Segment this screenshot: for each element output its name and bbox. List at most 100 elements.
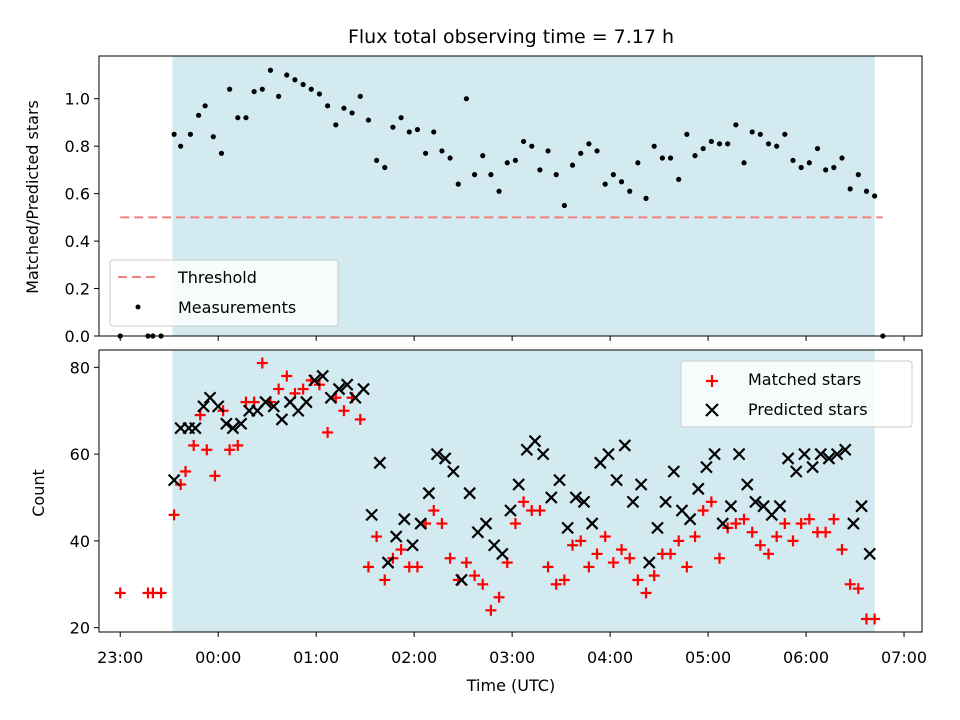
measurement-points xyxy=(117,67,886,339)
predicted-stars-points xyxy=(167,369,877,587)
measurement-point xyxy=(537,167,543,173)
measurement-point xyxy=(284,72,290,78)
measurement-point xyxy=(667,155,674,161)
measurement-point xyxy=(676,176,682,182)
matched-star-point xyxy=(665,548,677,560)
matched-star-point xyxy=(575,535,587,547)
measurement-point xyxy=(251,88,257,95)
predicted-star-point xyxy=(708,447,721,461)
measurement-point xyxy=(406,129,412,135)
measurement-point xyxy=(382,164,388,171)
y-tick-label: 0.6 xyxy=(65,185,90,204)
matched-legend-label: Matched stars xyxy=(748,370,861,389)
measurement-point xyxy=(847,186,853,192)
matched-star-point xyxy=(354,413,366,425)
matched-star-point xyxy=(371,531,383,543)
matched-star-point xyxy=(168,509,180,521)
predicted-star-point xyxy=(618,439,632,452)
predicted-star-point xyxy=(389,530,403,543)
measurement-point xyxy=(171,131,177,137)
measurement-point xyxy=(578,150,584,156)
matched-star-point xyxy=(787,535,799,547)
measurement-point xyxy=(431,129,437,135)
predicted-star-point xyxy=(700,460,713,474)
matched-star-point xyxy=(256,357,268,369)
measurement-point xyxy=(659,155,665,161)
predicted-star-point xyxy=(577,495,591,509)
matched-star-point xyxy=(795,518,807,530)
measurement-point xyxy=(798,164,804,171)
predicted-star-point xyxy=(528,434,542,448)
x-tick-label: 07:00 xyxy=(881,648,927,667)
measurement-point xyxy=(447,155,453,161)
measurement-point xyxy=(643,195,649,201)
measurement-point xyxy=(178,143,184,149)
predicted-star-point xyxy=(340,378,354,391)
predicted-star-point xyxy=(220,417,233,431)
predicted-star-point xyxy=(373,456,387,470)
matched-star-point xyxy=(297,383,309,395)
measurement-point xyxy=(855,172,861,178)
measurement-point xyxy=(774,143,780,149)
measurement-point xyxy=(692,153,698,159)
measurements-legend-swatch xyxy=(135,304,141,310)
measurement-point xyxy=(235,115,241,121)
predicted-star-point xyxy=(610,473,623,487)
matched-star-point xyxy=(509,518,521,530)
measurements-legend-label: Measurements xyxy=(178,298,296,317)
ratio-y-axis-label: Matched/Predicted stars xyxy=(23,100,42,294)
predicted-star-point xyxy=(381,556,395,569)
predicted-legend-label: Predicted stars xyxy=(748,400,868,419)
measurement-point xyxy=(725,141,731,147)
predicted-star-point xyxy=(667,465,681,478)
matched-legend-swatch xyxy=(706,375,718,387)
predicted-star-point xyxy=(749,495,762,509)
predicted-star-point xyxy=(226,421,240,435)
x-axis-label: Time (UTC) xyxy=(466,676,555,695)
predicted-star-point xyxy=(683,512,697,526)
matched-star-point xyxy=(820,526,832,538)
matched-star-point xyxy=(534,505,546,517)
measurement-point xyxy=(316,91,323,97)
measurement-point xyxy=(422,150,429,156)
matched-star-point xyxy=(444,552,456,564)
measurement-point xyxy=(749,129,755,135)
y-tick-label: 1.0 xyxy=(65,90,90,109)
measurement-point xyxy=(480,153,486,159)
predicted-star-point xyxy=(585,517,599,530)
x-tick-label: 05:00 xyxy=(685,648,731,667)
matched-star-point xyxy=(477,578,489,590)
count-x-ticks: 23:00 00:00 01:00 02:00 03:00 04:00 05:00 06:00… xyxy=(97,632,927,667)
y-tick-label: 20 xyxy=(70,619,90,638)
matched-star-point xyxy=(591,548,603,560)
matched-star-point xyxy=(616,544,628,556)
predicted-legend-swatch xyxy=(705,403,719,417)
x-tick-label: 04:00 xyxy=(587,648,633,667)
measurement-point xyxy=(561,202,567,209)
predicted-star-point xyxy=(740,478,754,491)
predicted-star-point xyxy=(308,374,321,387)
predicted-star-point xyxy=(773,499,787,513)
predicted-star-point xyxy=(259,395,272,409)
matched-star-point xyxy=(201,444,213,456)
matched-star-point xyxy=(194,409,206,421)
matched-star-point xyxy=(632,574,644,586)
measurement-point xyxy=(716,141,723,147)
x-tick-label: 01:00 xyxy=(293,648,339,667)
measurement-point xyxy=(496,188,502,194)
measurement-point xyxy=(765,141,772,147)
measurement-point xyxy=(790,157,796,164)
measurement-point xyxy=(218,150,225,156)
measurement-point xyxy=(635,160,641,166)
matched-star-point xyxy=(689,531,701,543)
measurement-point xyxy=(586,141,592,147)
predicted-star-point xyxy=(300,395,313,409)
count-panel-frame xyxy=(98,349,923,633)
matched-star-point xyxy=(273,383,285,395)
matched-star-point xyxy=(338,405,350,417)
predicted-star-point xyxy=(536,447,550,461)
predicted-star-point xyxy=(357,382,370,396)
matched-star-point xyxy=(379,574,391,586)
measurement-point xyxy=(545,148,551,154)
measurement-point xyxy=(831,164,837,171)
